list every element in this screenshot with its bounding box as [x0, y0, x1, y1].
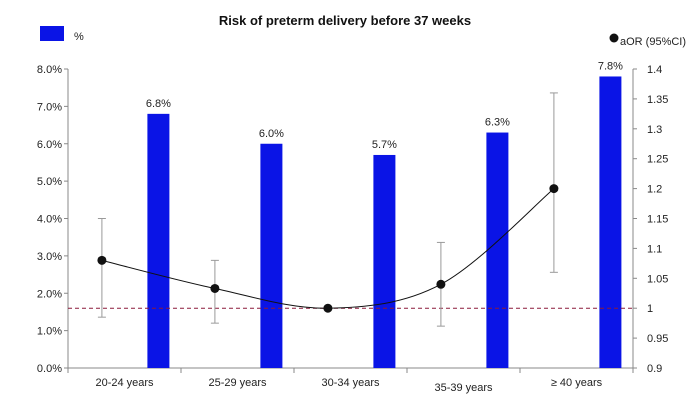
right-axis-tick-label: 0.95 [647, 333, 668, 345]
right-axis-tick-label: 1.2 [647, 184, 662, 196]
bar-value-label: 6.3% [485, 117, 510, 129]
points [97, 184, 559, 313]
left-axis-tick-label: 5.0% [37, 176, 62, 188]
bar-value-label: 7.8% [598, 60, 623, 72]
x-axis-category-label: 25-29 years [208, 377, 267, 389]
legend-line-marker [609, 33, 619, 43]
axes: 0.0% 1.0% 2.0% 3.0% 4.0% 5.0% 6.0% 7.0% 8.0% 0.9 0… [37, 64, 669, 394]
left-axis-tick-label: 2.0% [37, 288, 62, 300]
legend-bar-label: % [74, 31, 84, 43]
bar-value-label: 6.0% [259, 128, 284, 140]
trend-curve [101, 188, 555, 309]
aor-trend-curve [101, 188, 555, 309]
bar [599, 76, 622, 368]
left-axis-tick-label: 1.0% [37, 326, 62, 338]
right-axis-tick-label: 1.3 [647, 124, 662, 136]
bar [260, 143, 283, 368]
legend-bar-swatch [40, 26, 64, 41]
x-axis-category-label: 35-39 years [434, 382, 493, 394]
right-axis-tick-label: 0.9 [647, 363, 662, 375]
left-axis-tick-label: 3.0% [37, 251, 62, 263]
bar [486, 132, 509, 368]
right-axis-tick-label: 1.05 [647, 273, 668, 285]
right-axis-tick-label: 1.25 [647, 154, 668, 166]
aor-point [323, 303, 333, 313]
left-axis-tick-label: 6.0% [37, 139, 62, 151]
left-axis-tick-label: 0.0% [37, 363, 62, 375]
bars [147, 76, 622, 368]
bar-labels: 6.8% 6.0% 5.7% 6.3% 7.8% [146, 60, 623, 150]
left-axis-tick-label: 4.0% [37, 214, 62, 226]
left-axis-tick-label: 7.0% [37, 101, 62, 113]
x-axis-category-label: ≥ 40 years [551, 377, 603, 389]
bar-value-label: 6.8% [146, 98, 171, 110]
aor-point [436, 279, 446, 289]
bar [373, 154, 396, 368]
right-axis-tick-label: 1.1 [647, 243, 662, 255]
right-axis-tick-label: 1 [647, 303, 653, 315]
legend-line: aOR (95%CI) [609, 33, 686, 48]
aor-point [97, 255, 107, 265]
aor-point [210, 283, 220, 293]
legend-line-label: aOR (95%CI) [620, 36, 686, 48]
left-axis-tick-label: 8.0% [37, 64, 62, 76]
aor-point [549, 184, 559, 194]
bar-value-label: 5.7% [372, 139, 397, 151]
x-axis-category-label: 30-34 years [321, 377, 380, 389]
legend-bar: % [40, 26, 84, 43]
right-axis-tick-label: 1.15 [647, 214, 668, 226]
right-axis-tick-label: 1.4 [647, 64, 662, 76]
chart-title: Risk of preterm delivery before 37 weeks [219, 13, 471, 28]
right-axis-tick-label: 1.35 [647, 94, 668, 106]
x-axis-category-label: 20-24 years [95, 377, 154, 389]
bar [147, 113, 170, 368]
